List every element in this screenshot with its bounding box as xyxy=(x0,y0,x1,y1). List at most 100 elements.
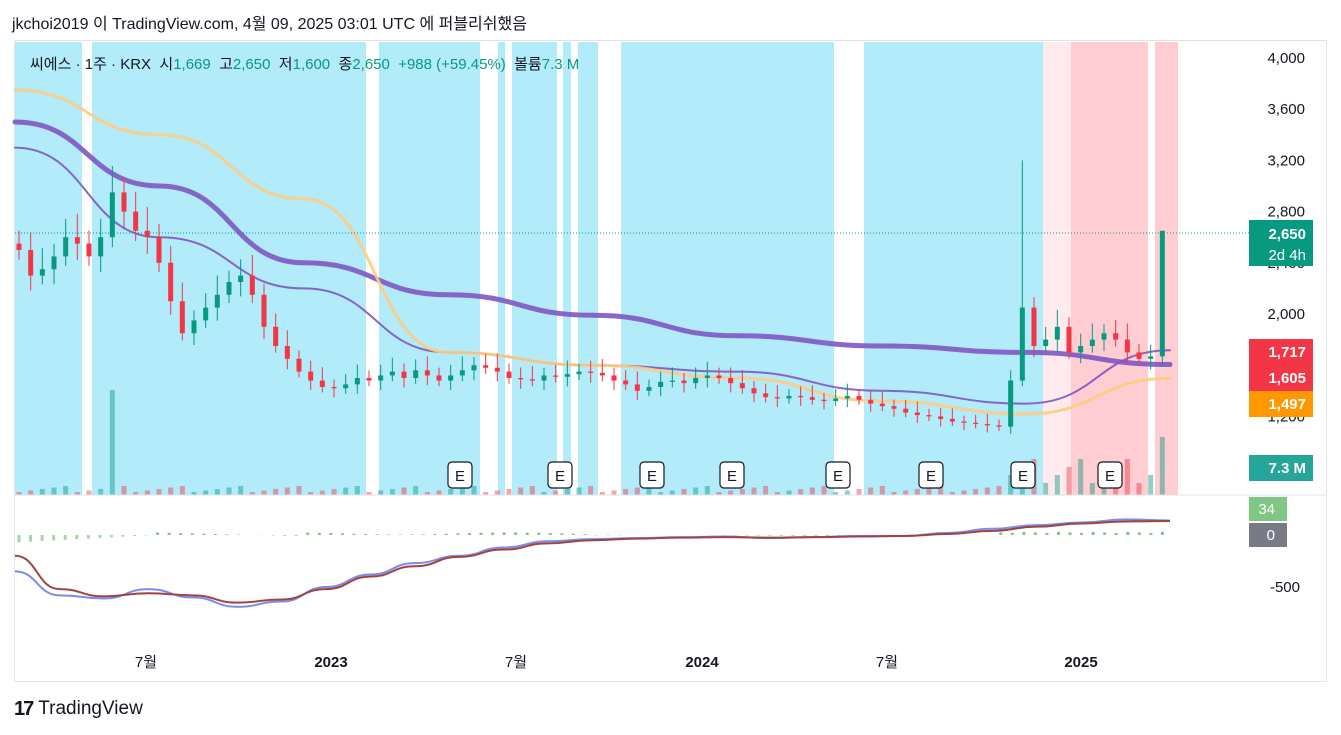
volume-bar xyxy=(833,492,839,495)
moving-average-0 xyxy=(12,119,1173,368)
macd-histogram-bar xyxy=(52,535,56,541)
candle-body xyxy=(1054,326,1060,340)
volume-bar xyxy=(133,492,139,495)
candle-body xyxy=(16,243,22,250)
candle-body xyxy=(191,320,197,334)
earnings-marker-1: E xyxy=(547,461,573,489)
volume-bar xyxy=(984,487,990,495)
volume-bar xyxy=(249,492,255,495)
volume-bar xyxy=(494,490,500,495)
candle-body xyxy=(436,375,442,381)
candle-body xyxy=(821,399,827,402)
candle-body xyxy=(378,375,384,381)
volume-bar xyxy=(588,486,594,495)
macd-histogram-bar xyxy=(98,535,102,538)
candle-body xyxy=(716,375,722,378)
volume-bar xyxy=(809,487,815,495)
candle-body xyxy=(261,294,267,327)
volume-bar xyxy=(868,487,874,495)
candle-body xyxy=(658,381,664,387)
macd-histogram-bar xyxy=(352,533,356,535)
candle-body xyxy=(424,370,430,376)
time-tick-label: 7월 xyxy=(135,654,157,671)
candle-body xyxy=(739,383,745,389)
volume-bar xyxy=(751,487,757,495)
volume-bar xyxy=(39,489,45,495)
candle-body xyxy=(669,380,675,382)
macd-histogram-bar xyxy=(745,535,749,536)
volume-bar xyxy=(284,487,290,495)
macd-histogram-bar xyxy=(294,535,298,537)
candle-body xyxy=(284,346,290,359)
earnings-box xyxy=(918,461,944,489)
volume-bar xyxy=(926,487,932,495)
macd-histogram-bar xyxy=(1033,532,1037,535)
volume-bar xyxy=(16,492,22,495)
candle-body xyxy=(51,256,57,270)
macd-tick-label: -500 xyxy=(1270,579,1300,596)
bg-zone-1 xyxy=(92,42,366,495)
earnings-marker-5: E xyxy=(918,461,944,489)
macd-histogram-bar xyxy=(1068,532,1072,535)
candle-body xyxy=(1066,326,1072,353)
volume-bar xyxy=(879,486,885,495)
candle-body xyxy=(646,386,652,391)
volume-bar xyxy=(774,492,780,495)
volume-bar xyxy=(378,490,384,495)
price-label: 7.3 M xyxy=(1268,460,1306,477)
candle-body xyxy=(798,395,804,398)
macd-histogram-bar xyxy=(1091,531,1095,535)
candle-body xyxy=(623,380,629,385)
footer[interactable]: 17 TradingView xyxy=(14,697,143,721)
chart-frame[interactable] xyxy=(14,40,1327,682)
bg-zone-7 xyxy=(621,42,834,495)
candle-body xyxy=(786,395,792,399)
volume-bar xyxy=(938,486,944,495)
volume-bar xyxy=(448,489,454,495)
volume-bar xyxy=(844,490,850,495)
volume-bar xyxy=(1159,437,1165,495)
footer-brand: TradingView xyxy=(38,698,143,719)
macd-label: 0 xyxy=(1267,527,1275,544)
macd-histogram-bar xyxy=(548,533,552,535)
volume-bar xyxy=(63,486,69,495)
candle-body xyxy=(226,282,232,295)
legend-symbol: 씨에스 · 1주 · KRX xyxy=(30,56,152,73)
signal-line xyxy=(14,519,1171,604)
price-tick-label: 2,000 xyxy=(1267,306,1305,323)
volume-bars xyxy=(16,390,1165,495)
volume-bar xyxy=(821,486,827,495)
macd-histogram-bar xyxy=(595,535,598,536)
candle-body xyxy=(471,365,477,371)
bg-zone-10 xyxy=(1071,42,1148,495)
volume-bar xyxy=(483,492,489,495)
macd-label-bg xyxy=(1249,523,1287,547)
earnings-marker-3: E xyxy=(719,461,745,489)
candle-body xyxy=(214,294,220,308)
earnings-box xyxy=(719,461,745,489)
price-label: 1,605 xyxy=(1268,370,1306,387)
macd-histogram-bar xyxy=(317,532,321,535)
candle-body xyxy=(249,275,255,295)
macd-pane xyxy=(14,518,1171,608)
candle-body xyxy=(401,371,407,378)
macd-histogram-bar xyxy=(1137,532,1141,535)
volume-bar xyxy=(331,489,337,495)
macd-histogram-bar xyxy=(340,533,344,535)
candle-body xyxy=(1043,339,1049,346)
candle-body xyxy=(1148,356,1154,359)
earnings-box xyxy=(1097,461,1123,489)
macd-histogram-bar xyxy=(63,535,67,540)
bg-zone-3 xyxy=(498,42,505,495)
earnings-label: E xyxy=(1105,468,1115,485)
background-zones xyxy=(15,42,1178,495)
candle-body xyxy=(331,386,337,389)
volume-bar xyxy=(51,487,57,495)
volume-bar xyxy=(389,489,395,495)
candle-body xyxy=(926,415,932,417)
price-label: 1,717 xyxy=(1268,344,1306,361)
earnings-marker-0: E xyxy=(447,461,473,489)
candle-body xyxy=(1008,380,1014,427)
volume-bar xyxy=(366,492,372,495)
